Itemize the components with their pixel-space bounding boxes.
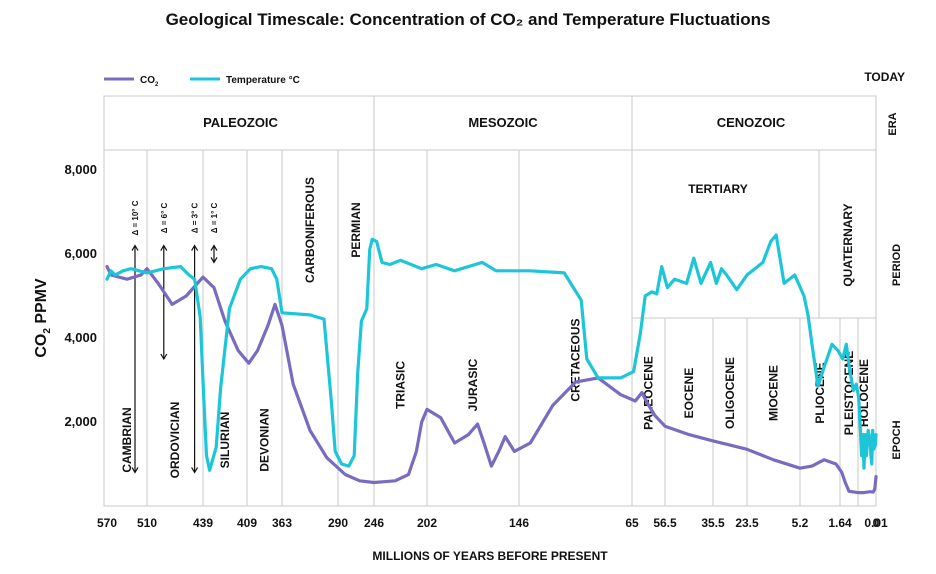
x-tick-label: 5.2 bbox=[792, 516, 809, 530]
period-label: QUATERNARY bbox=[841, 203, 855, 286]
x-tick-label: 35.5 bbox=[701, 516, 725, 530]
delta-arrow-head bbox=[131, 244, 139, 251]
period-label: TERTIARY bbox=[688, 182, 748, 196]
period-label: JURASIC bbox=[466, 358, 480, 411]
x-tick-label: 65 bbox=[625, 516, 639, 530]
temperature-series-line bbox=[105, 233, 878, 472]
period-label: DEVONIAN bbox=[258, 408, 272, 471]
legend-label: Temperature °C bbox=[226, 75, 300, 86]
today-label: TODAY bbox=[864, 70, 905, 84]
x-tick-label: 439 bbox=[193, 516, 213, 530]
y-axis-label: CO2 PPMV bbox=[33, 278, 53, 358]
period-label: ORDOVICIAN bbox=[168, 402, 182, 479]
delta-arrow-head bbox=[210, 257, 218, 264]
y-tick-label: 2,000 bbox=[64, 414, 97, 429]
co2-series-line bbox=[105, 265, 878, 495]
era-label: PALEOZOIC bbox=[203, 115, 278, 130]
legend-label: CO2 bbox=[140, 75, 159, 88]
legend-label-text: Temperature °C bbox=[226, 75, 300, 86]
x-tick-label: 0.01 bbox=[864, 516, 888, 530]
legend-label-text: CO bbox=[140, 75, 155, 86]
delta-label: Δ = 10° C bbox=[131, 200, 140, 235]
period-label: CARBONIFEROUS bbox=[303, 177, 317, 283]
chart-title: Geological Timescale: Concentration of C… bbox=[165, 10, 771, 29]
delta-label: Δ = 6° C bbox=[160, 203, 169, 234]
delta-arrow-head bbox=[191, 467, 199, 474]
era-label: MESOZOIC bbox=[468, 115, 538, 130]
era-label: CENOZOIC bbox=[717, 115, 786, 130]
plot-frame bbox=[103, 95, 877, 507]
legend-label-sub: 2 bbox=[155, 82, 159, 88]
delta-arrow-head bbox=[131, 467, 139, 474]
x-tick-label: 409 bbox=[237, 516, 257, 530]
x-tick-label: 56.5 bbox=[653, 516, 677, 530]
y-tick-label: 8,000 bbox=[64, 162, 97, 177]
epoch-label: PLEISTOCENE bbox=[842, 351, 856, 435]
x-tick-label: 570 bbox=[97, 516, 117, 530]
period-label: SILURIAN bbox=[218, 412, 232, 469]
x-tick-label: 0 bbox=[873, 516, 880, 530]
x-tick-label: 1.64 bbox=[828, 516, 852, 530]
delta-arrow-head bbox=[191, 244, 199, 251]
x-tick-label: 246 bbox=[364, 516, 384, 530]
period-label: CAMBRIAN bbox=[120, 407, 134, 472]
x-tick-label: 23.5 bbox=[735, 516, 759, 530]
x-tick-label: 510 bbox=[137, 516, 157, 530]
delta-arrow-head bbox=[210, 244, 218, 251]
era-row-label: ERA bbox=[887, 112, 899, 135]
epoch-label: EOCENE bbox=[682, 368, 696, 419]
x-tick-label: 290 bbox=[328, 516, 348, 530]
y-axis-label-main: CO bbox=[33, 334, 50, 358]
delta-label: Δ = 3° C bbox=[191, 203, 200, 234]
epoch-label: MIOCENE bbox=[767, 365, 781, 421]
delta-label: Δ = 1° C bbox=[210, 203, 219, 234]
x-axis-label: MILLIONS OF YEARS BEFORE PRESENT bbox=[372, 549, 608, 563]
y-axis-label-suffix: PPMV bbox=[33, 278, 50, 328]
x-tick-label: 202 bbox=[417, 516, 437, 530]
epoch-label: OLIGOCENE bbox=[723, 357, 737, 429]
x-tick-label: 146 bbox=[509, 516, 529, 530]
x-tick-label: 363 bbox=[272, 516, 292, 530]
period-label: TRIASIC bbox=[394, 361, 408, 409]
period-row-label: PERIOD bbox=[891, 244, 903, 286]
period-label: PERMIAN bbox=[349, 202, 363, 257]
delta-arrow-head bbox=[160, 244, 168, 251]
delta-arrow-head bbox=[160, 353, 168, 361]
y-tick-label: 4,000 bbox=[64, 330, 97, 345]
epoch-row-label: EPOCH bbox=[891, 420, 903, 459]
y-tick-label: 6,000 bbox=[64, 246, 97, 261]
y-axis-label-sub: 2 bbox=[42, 328, 53, 334]
